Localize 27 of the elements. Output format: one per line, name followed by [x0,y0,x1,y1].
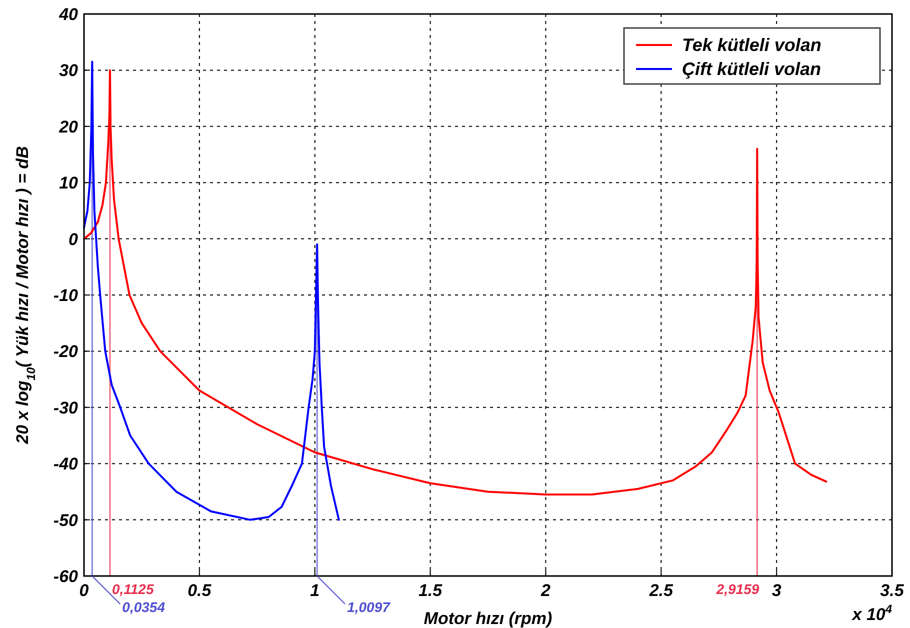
ref-line-label: 1,0097 [347,599,392,615]
y-tick-label: -50 [53,510,79,530]
x-tick-label: 1.5 [418,581,443,600]
x-tick-label: 0.5 [188,581,212,600]
ref-line-label: 0,1125 [112,581,154,597]
y-tick-label: 0 [68,230,79,249]
x-tick-label: 2.5 [648,581,674,600]
y-tick-label: -40 [53,454,79,474]
x-axis-title: Motor hızı (rpm) [424,609,553,628]
x-tick-label: 3 [772,581,782,600]
y-tick-label: 10 [59,174,79,193]
x-tick-label: 1 [310,581,320,600]
legend-label: Tek kütleli volan [682,35,822,55]
y-tick-label: -30 [53,398,79,418]
x-tick-label: 2 [540,581,551,600]
y-tick-label: -60 [53,567,79,586]
y-tick-label: 30 [59,61,79,80]
y-tick-label: 40 [58,5,79,24]
line-series [83,60,340,521]
ref-line-label: 2,9159 [715,581,760,597]
legend-label: Çift kütleli volan [682,59,822,79]
y-tick-label: -20 [53,342,79,362]
text: x 10$^{4}$ [851,602,892,624]
ref-line-label: 0,0354 [122,599,166,615]
x-tick-label: 3.5 [880,581,904,600]
y-tick-label: 20 [58,117,79,136]
y-tick-label: -10 [53,286,79,305]
